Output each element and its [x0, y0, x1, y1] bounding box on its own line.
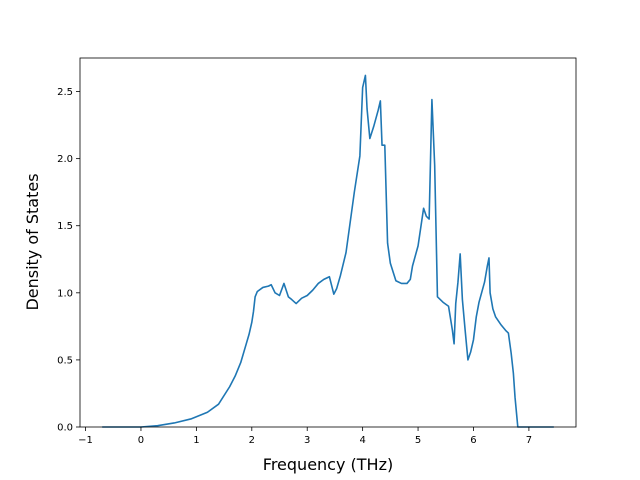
x-tick-label: 3: [304, 435, 310, 446]
dos-series-line: [102, 74, 554, 428]
y-tick-label: 1.0: [57, 288, 73, 299]
y-tick-label: 0.5: [57, 355, 73, 366]
y-tick-label: 2.0: [57, 154, 73, 165]
x-tick-label: 2: [249, 435, 255, 446]
y-tick-label: 0.0: [57, 423, 73, 434]
x-axis-ticks: −1 0 1 2 3 4 5 6 7: [78, 427, 532, 446]
y-axis-ticks: 0.0 0.5 1.0 1.5 2.0 2.5: [57, 87, 80, 434]
x-tick-label: 4: [359, 435, 365, 446]
axes-frame: [79, 57, 577, 428]
x-tick-label: 1: [193, 435, 199, 446]
x-axis-label: Frequency (THz): [263, 455, 393, 474]
y-tick-label: 1.5: [57, 221, 73, 232]
plot-area: [79, 57, 577, 428]
y-tick-label: 2.5: [57, 87, 73, 98]
x-tick-label: 0: [138, 435, 144, 446]
x-tick-label: 7: [526, 435, 532, 446]
y-axis-label: Density of States: [23, 173, 42, 310]
x-tick-label: 5: [415, 435, 421, 446]
x-tick-label: 6: [470, 435, 476, 446]
x-tick-label: −1: [78, 435, 93, 446]
